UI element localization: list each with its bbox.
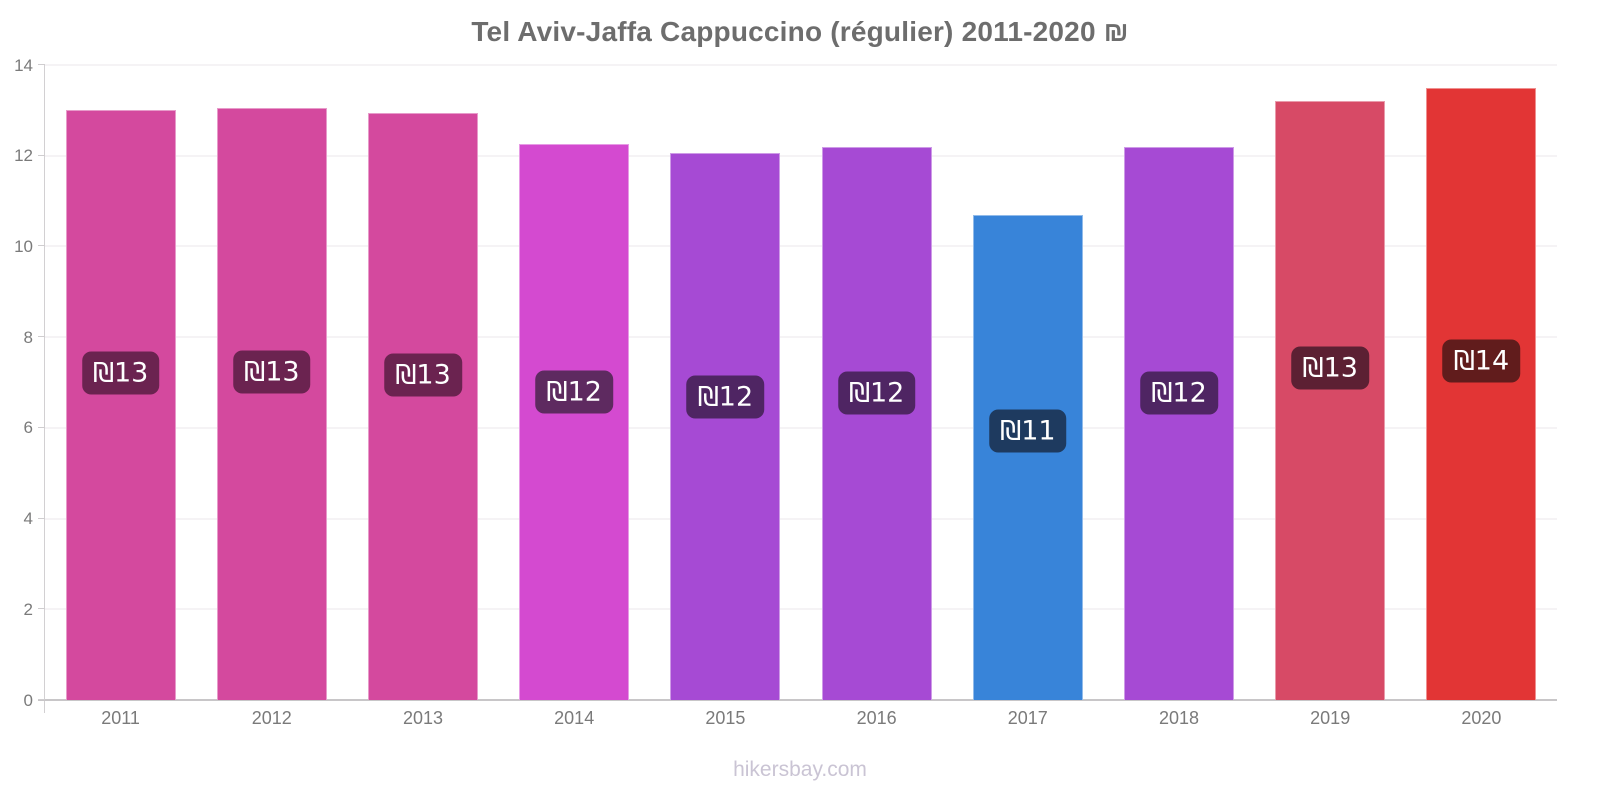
y-axis-tick-label: 14: [14, 55, 33, 75]
x-axis-labels: 2011 2012 2013 2014 2015 2016 2017 2018 2019 2020: [45, 708, 1557, 738]
y-axis-tick-label: 8: [23, 327, 33, 347]
gridline: [45, 245, 1557, 248]
bar-2015[interactable]: ₪12: [670, 153, 781, 700]
gridline: [45, 154, 1557, 157]
y-axis-tick: [38, 426, 45, 428]
x-axis-label-2014: 2014: [554, 708, 595, 728]
y-axis-tick: [38, 336, 45, 338]
y-axis-tick: [38, 699, 45, 700]
chart-title: Tel Aviv-Jaffa Cappuccino (régulier) 201…: [471, 16, 1129, 47]
plot-area: 0 2 4 6 8 10 12 14 ₪13 ₪13 ₪13 ₪12 ₪12 ₪12 ₪11 ₪12 ₪13 ₪1…: [14, 56, 1557, 710]
bar-value-label-2017: ₪11: [989, 409, 1067, 453]
y-axis-tick: [38, 245, 45, 247]
bar-value-label-2014: ₪12: [535, 370, 613, 414]
y-axis-tick: [38, 517, 45, 519]
bar-2014[interactable]: ₪12: [519, 144, 630, 700]
x-axis-label-2020: 2020: [1461, 708, 1502, 728]
y-axis-tick-label: 6: [23, 418, 33, 438]
y-axis-tick: [38, 608, 45, 610]
y-axis-line: [44, 65, 45, 713]
x-axis-label-2018: 2018: [1158, 708, 1199, 728]
bar-value-label-2016: ₪12: [837, 371, 916, 415]
x-axis-label-2015: 2015: [705, 708, 746, 728]
y-axis-tick-label: 0: [23, 690, 33, 710]
bar-2013[interactable]: ₪13: [367, 112, 479, 700]
x-axis-baseline: [38, 699, 1557, 701]
y-axis-tick: [38, 154, 45, 156]
bar-value-label-2011: ₪13: [81, 351, 160, 395]
bar-2011[interactable]: ₪13: [65, 110, 176, 700]
y-axis-tick-label: 12: [14, 146, 33, 166]
bar-2012[interactable]: ₪13: [216, 108, 327, 700]
bar-2019[interactable]: ₪13: [1275, 101, 1386, 700]
bar-value-label-2012: ₪13: [233, 350, 311, 394]
bar-value-label-2015: ₪12: [686, 375, 765, 419]
gridline: [45, 64, 1557, 66]
y-axis-tick-label: 4: [23, 509, 33, 529]
bar-value-label-2013: ₪13: [384, 353, 462, 397]
x-axis-label-2016: 2016: [856, 708, 897, 728]
x-axis-label-2012: 2012: [251, 708, 292, 728]
bar-value-label-2019: ₪13: [1291, 346, 1369, 390]
gridline: [45, 426, 1557, 429]
y-axis-tick-label: 10: [14, 236, 33, 256]
bar-value-label-2020: ₪14: [1442, 339, 1521, 383]
bar-2016[interactable]: ₪12: [821, 146, 932, 700]
x-axis-label-2013: 2013: [402, 708, 443, 728]
y-axis-tick: [38, 64, 45, 65]
footer-watermark: hikersbay.com: [733, 758, 867, 781]
x-axis-label-2011: 2011: [101, 708, 140, 728]
bar-2018[interactable]: ₪12: [1123, 146, 1235, 700]
gridline: [45, 608, 1557, 611]
gridline: [45, 336, 1557, 339]
bar-2020[interactable]: ₪14: [1426, 87, 1537, 700]
bar-2017[interactable]: ₪11: [972, 214, 1083, 700]
x-axis-label-2017: 2017: [1007, 708, 1048, 728]
x-axis-label-2019: 2019: [1310, 708, 1351, 728]
y-axis-tick-label: 2: [23, 599, 33, 619]
gridline: [45, 517, 1557, 520]
bar-value-label-2018: ₪12: [1140, 371, 1218, 415]
